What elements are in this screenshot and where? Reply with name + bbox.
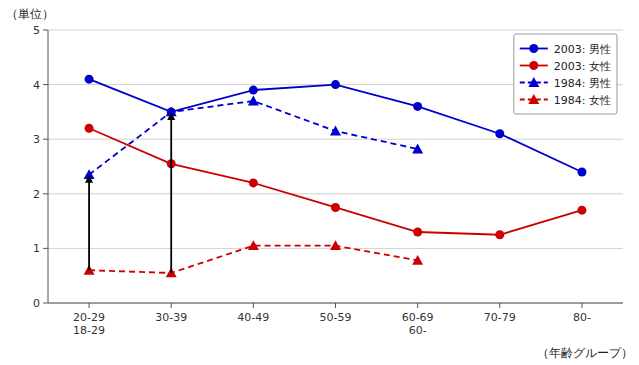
legend-box — [514, 34, 617, 114]
y-tick — [43, 139, 48, 140]
point-marker — [413, 228, 422, 237]
grid-line — [48, 193, 623, 194]
x-tick-label: 50-59 — [320, 311, 352, 324]
point-marker — [331, 80, 340, 89]
point-marker — [495, 230, 504, 239]
point-marker — [248, 240, 259, 250]
point-marker — [412, 144, 423, 154]
plot-area — [84, 75, 587, 278]
point-marker — [528, 77, 539, 87]
series — [84, 95, 424, 179]
series — [85, 124, 587, 239]
x-tick-label: 20-2918-29 — [73, 311, 105, 337]
point-marker — [528, 94, 539, 104]
x-tick — [171, 303, 172, 308]
point-marker — [413, 102, 422, 111]
y-tick — [43, 303, 48, 304]
point-marker — [330, 126, 341, 136]
y-axis — [48, 30, 49, 303]
grid-line — [48, 30, 623, 31]
point-marker — [248, 95, 259, 105]
x-tick — [335, 303, 336, 308]
point-marker — [249, 178, 258, 187]
y-tick-label: 1 — [33, 242, 40, 255]
y-tick — [43, 248, 48, 249]
y-tick-label: 5 — [33, 24, 40, 37]
x-tick — [253, 303, 254, 308]
y-tick-label: 0 — [33, 297, 40, 310]
legend-label: 2003: 男性 — [554, 43, 611, 56]
point-marker — [577, 206, 586, 215]
legend-label: 2003: 女性 — [554, 60, 611, 73]
series-line — [89, 128, 582, 234]
series — [84, 240, 424, 277]
legend: 2003: 男性 2003: 女性 1984: 男性 1984: 女性 — [514, 34, 617, 114]
y-axis-label: （単位） — [6, 7, 54, 21]
chart: 0 1 2 3 4 5 20-2918-29 30-39 40-49 50-59 60-6960- 7… — [0, 0, 639, 365]
y-tick-label: 4 — [33, 79, 40, 92]
point-marker — [412, 255, 423, 265]
arrow-head — [85, 175, 93, 183]
point-marker — [85, 124, 94, 133]
legend-label: 1984: 女性 — [554, 94, 611, 107]
series-line — [89, 101, 418, 175]
x-tick-label: 80- — [573, 311, 591, 324]
point-marker — [529, 44, 538, 53]
grid-line — [48, 139, 623, 140]
x-tick — [581, 303, 582, 308]
point-marker — [249, 86, 258, 95]
y-tick-label: 3 — [33, 133, 40, 146]
axes: 0 1 2 3 4 5 20-2918-29 30-39 40-49 50-59 60-6960- 7… — [33, 24, 623, 337]
arrow — [85, 175, 93, 271]
x-tick-label: 40-49 — [237, 311, 269, 324]
y-tick — [43, 84, 48, 85]
point-marker — [577, 167, 586, 176]
point-marker — [495, 129, 504, 138]
point-marker — [529, 61, 538, 70]
x-tick-label: 30-39 — [155, 311, 187, 324]
y-tick-label: 2 — [33, 188, 40, 201]
series-line — [89, 79, 582, 172]
arrow — [167, 112, 175, 273]
point-marker — [330, 240, 341, 250]
arrow-shaft — [170, 118, 172, 273]
x-tick — [89, 303, 90, 308]
arrow-head — [167, 112, 175, 120]
y-tick — [43, 30, 48, 31]
legend-label: 1984: 男性 — [554, 77, 611, 90]
point-marker — [85, 75, 94, 84]
x-tick — [417, 303, 418, 308]
x-tick — [499, 303, 500, 308]
x-axis-label: （年齢グループ） — [537, 346, 633, 360]
y-tick — [43, 193, 48, 194]
point-marker — [331, 203, 340, 212]
arrow-shaft — [88, 181, 90, 271]
series — [85, 75, 587, 177]
x-tick-label: 70-79 — [484, 311, 516, 324]
x-tick-label: 60-6960- — [402, 311, 434, 337]
